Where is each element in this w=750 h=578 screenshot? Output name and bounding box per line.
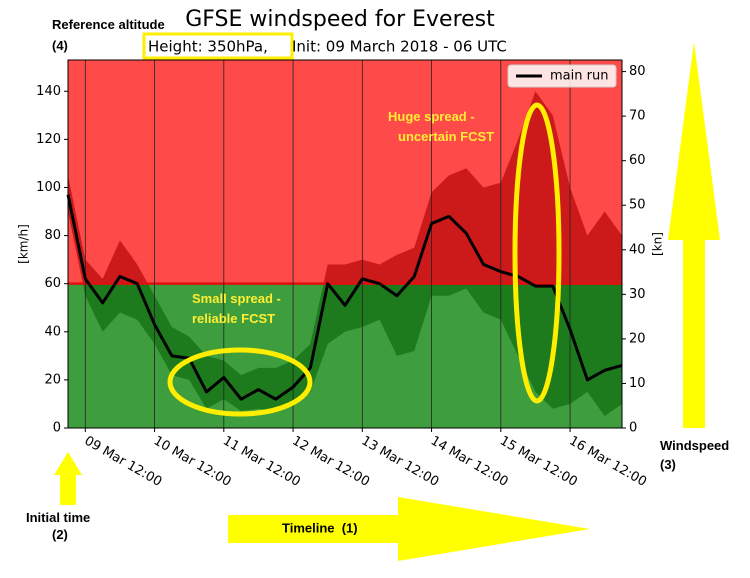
plot-frame [67,59,623,429]
annotation: Small spread -reliable FCST [192,291,281,326]
x-tick-label: 16 Mar 12:00 [566,434,649,490]
y-tick-label: 120 [36,132,61,147]
line [66,194,623,401]
subtitle: Init: 09 March 2018 - 06 UTC [292,38,507,56]
y-tick-label: 100 [36,180,61,195]
annotation: Huge spread -uncertain FCST [388,109,494,144]
y2-axis-label: [kn] [651,232,665,256]
highlight-ellipse [512,102,562,404]
legend-label: main run [550,69,608,84]
y-tick-label: 140 [36,84,61,99]
plot-area: main run [64,59,626,432]
y-tick-label: 0 [53,421,61,436]
y-tick-label: 40 [44,324,61,339]
y-tick-label: 80 [44,228,61,243]
x-tick-label: 11 Mar 12:00 [220,434,303,490]
annotation: Reference altitude [52,17,165,32]
subtitle: Height: 350hPa, [148,38,268,56]
y-tick-label: 20 [44,372,61,387]
arrow [228,497,590,561]
annotation: (4) [52,38,68,53]
annotation: Windspeed (3) [660,438,729,472]
y2-tick-label: 60 [629,153,646,168]
annotation: Timeline (1) [282,520,358,535]
x-tick-label: 13 Mar 12:00 [359,434,442,490]
y2-tick-label: 30 [629,287,646,302]
y2-tick-label: 10 [629,376,646,391]
legend-box [507,64,617,88]
x-tick-label: 09 Mar 12:00 [82,434,165,490]
x-tick-label: 12 Mar 12:00 [289,434,372,490]
annotation: Initial time (2) [26,510,90,542]
arrow [668,42,720,428]
y-tick-label: 60 [44,276,61,291]
y-axis-label: [km/h] [17,224,31,264]
chart-title: GFSE windspeed for Everest [185,7,495,32]
highlight-ellipse [167,347,313,417]
x-tick-label: 14 Mar 12:00 [428,434,511,490]
highlight-box [142,32,294,60]
y2-tick-label: 40 [629,242,646,257]
x-tick-label: 10 Mar 12:00 [151,434,234,490]
y2-tick-label: 50 [629,198,646,213]
arrow [54,452,82,505]
x-tick-label: 15 Mar 12:00 [497,434,580,490]
spread-area [68,91,622,284]
y2-tick-label: 80 [629,64,646,79]
legend: main run [507,64,617,88]
y2-tick-label: 20 [629,331,646,346]
y2-tick-label: 0 [629,421,637,436]
y2-tick-label: 70 [629,109,646,124]
